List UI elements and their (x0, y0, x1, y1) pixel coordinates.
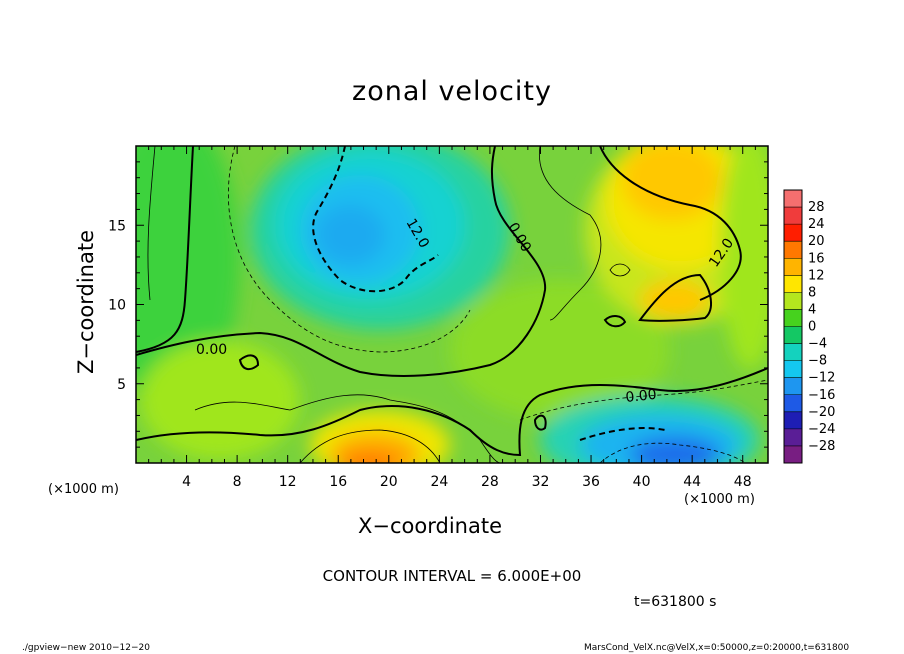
colorbar-swatch (784, 292, 802, 310)
colorbar-swatch (784, 428, 802, 447)
colorbar-label: 12 (808, 268, 825, 283)
y-tick-label: 15 (108, 218, 126, 234)
colorbar-label: 8 (808, 285, 816, 300)
chart-title: zonal velocity (352, 76, 552, 107)
x-tick-label: 24 (430, 474, 448, 490)
colorbar-label: −20 (808, 405, 835, 420)
colorbar-label: −28 (808, 439, 835, 454)
colorbar: 28 24 20 16 12 8 4 0 −4 −8 −12 −16 −20 −24 −28 (783, 189, 835, 464)
colorbar-swatch (784, 309, 802, 327)
x-unit-left: (×1000 m) (48, 482, 119, 497)
x-tick-label: 4 (182, 474, 191, 490)
contour-lines (136, 146, 768, 463)
x-tick-label: 16 (329, 474, 347, 490)
colorbar-swatch (784, 377, 802, 396)
colorbar-label: 28 (808, 200, 825, 215)
contour-label: 0.00 (625, 387, 658, 406)
colorbar-swatch (784, 360, 802, 379)
x-unit-right: (×1000 m) (684, 492, 755, 507)
footer-right: MarsCond_VelX.nc@VelX,x=0:50000,z=0:2000… (584, 643, 850, 653)
colorbar-swatch (784, 207, 802, 225)
x-tick-label: 28 (481, 474, 499, 490)
field-map: 12.0 0.00 12.0 0.00 0.00 (136, 146, 768, 463)
colorbar-label: −12 (808, 371, 835, 386)
colorbar-swatch (784, 275, 802, 293)
colorbar-label: 4 (808, 302, 816, 317)
contour-interval-text: CONTOUR INTERVAL = 6.000E+00 (322, 567, 582, 585)
colorbar-swatch (784, 411, 802, 430)
x-tick-label: 48 (734, 474, 752, 490)
colorbar-swatch (784, 190, 802, 208)
colorbar-label: 24 (808, 217, 825, 232)
colorbar-swatch (784, 343, 802, 362)
y-tick-label: 10 (108, 298, 126, 314)
colorbar-swatch (784, 326, 802, 345)
time-stamp: t=631800 s (634, 594, 717, 610)
colorbar-label: 16 (808, 251, 825, 266)
colorbar-swatch (784, 241, 802, 259)
footer-left: ./gpview−new 2010−12−20 (22, 643, 150, 653)
x-tick-label: 36 (582, 474, 600, 490)
contour-label: 0.00 (196, 342, 227, 358)
colorbar-swatch (784, 445, 802, 464)
y-axis-label: Z−coordinate (74, 230, 98, 374)
x-tick-label: 8 (233, 474, 242, 490)
x-tick-label: 44 (683, 474, 701, 490)
x-tick-label: 20 (380, 474, 398, 490)
x-axis-label: X−coordinate (358, 514, 502, 538)
colorbar-label: 20 (808, 234, 825, 249)
colorbar-swatch (784, 258, 802, 276)
colorbar-swatch (784, 394, 802, 413)
colorbar-label: −24 (808, 422, 835, 437)
x-tick-label: 32 (532, 474, 550, 490)
y-tick-label: 5 (117, 377, 126, 393)
x-tick-label: 40 (633, 474, 651, 490)
colorbar-label: −8 (808, 354, 827, 369)
colorbar-label: −4 (808, 337, 827, 352)
x-tick-label: 12 (279, 474, 297, 490)
colorbar-label: 0 (808, 320, 816, 335)
colorbar-swatch (784, 224, 802, 242)
colorbar-label: −16 (808, 388, 835, 403)
